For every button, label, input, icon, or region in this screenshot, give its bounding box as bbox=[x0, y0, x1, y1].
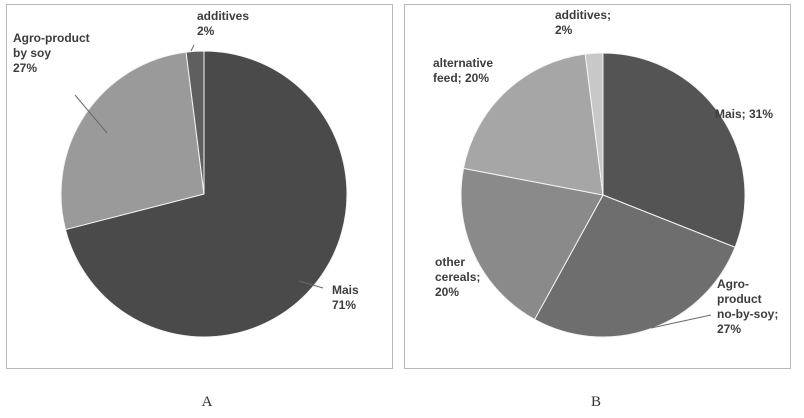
pie-b-slice-label-2-line-0: other bbox=[435, 255, 465, 269]
pie-chart-a: Mais 71% Agro-product by soy 27% additives 2% bbox=[13, 9, 359, 338]
pie-b-slice-label-3: alternative feed; 20% bbox=[433, 56, 493, 85]
pie-b-slice-label-1-line-2: no-by-soy; bbox=[717, 307, 778, 321]
pie-b-slice-3 bbox=[462, 53, 604, 196]
pie-b-slice-label-4: additives; 2% bbox=[555, 8, 611, 37]
pie-b-slice-label-4-line-0: additives; bbox=[555, 8, 611, 22]
pie-a-slice-label-0: Mais 71% bbox=[332, 283, 359, 312]
pie-b-slice-label-2-line-2: 20% bbox=[435, 285, 459, 299]
pie-b-slice-label-3-line-0: alternative bbox=[433, 56, 493, 70]
pie-a-slice-2 bbox=[185, 50, 205, 195]
pie-a-slice-0 bbox=[64, 50, 348, 338]
pie-b-slice-label-3-line-1: feed; 20% bbox=[433, 71, 489, 85]
pie-b-slice-label-0-line-0: Mais; 31% bbox=[715, 107, 773, 121]
pie-a-slice-label-2: additives 2% bbox=[197, 9, 249, 38]
pie-b-slice-0 bbox=[602, 52, 746, 248]
chart-panel-a: Mais 71% Agro-product by soy 27% additives 2% bbox=[6, 4, 393, 369]
pie-a-slice-label-0-line-0: Mais bbox=[332, 283, 359, 297]
pie-chart-b: Mais; 31% Agro-product no-by-soy; 27% other c… bbox=[433, 8, 778, 338]
pie-a-slice-label-2-line-1: 2% bbox=[197, 24, 215, 38]
pie-b-slice-label-1-line-3: 27% bbox=[717, 322, 741, 336]
pie-b-slice-label-1-line-1: product bbox=[717, 292, 762, 306]
panel-label-b: B bbox=[590, 394, 601, 410]
pie-a-slice-label-1-line-0: Agro-product bbox=[13, 31, 90, 45]
pie-b-slice-label-0: Mais; 31% bbox=[715, 107, 773, 121]
pie-b-slice-label-1: Agro-product no-by-soy; 27% bbox=[717, 277, 778, 336]
pie-a-leader-line-1 bbox=[74, 94, 108, 134]
pie-b-slice-label-4-line-1: 2% bbox=[555, 23, 573, 37]
pie-a-slice-label-0-line-1: 71% bbox=[332, 298, 356, 312]
pie-b-slice-2 bbox=[460, 167, 604, 321]
pie-b-slice-label-2: other cereals; 20% bbox=[435, 255, 480, 299]
chart-panel-b: Mais; 31% Agro-product no-by-soy; 27% other c… bbox=[404, 4, 791, 369]
pie-a-slice-label-1-line-1: by soy bbox=[13, 46, 51, 60]
pie-a-slice-label-1: Agro-product by soy 27% bbox=[13, 31, 90, 75]
pie-b-leader-line-1 bbox=[650, 314, 712, 329]
pie-b-slice-4 bbox=[584, 52, 604, 196]
pie-b-slice-label-1-line-0: Agro- bbox=[717, 277, 749, 291]
pie-a-leader-line-0 bbox=[298, 280, 324, 289]
pie-a-slice-1 bbox=[60, 51, 205, 231]
pie-b-slice-1 bbox=[533, 194, 736, 338]
pie-b-slice-label-2-line-1: cereals; bbox=[435, 270, 480, 284]
pie-a-leader-line-2 bbox=[190, 44, 195, 52]
pie-a-slice-label-1-line-2: 27% bbox=[13, 61, 37, 75]
panel-label-a: A bbox=[201, 394, 213, 410]
pie-a-slice-label-2-line-0: additives bbox=[197, 9, 249, 23]
